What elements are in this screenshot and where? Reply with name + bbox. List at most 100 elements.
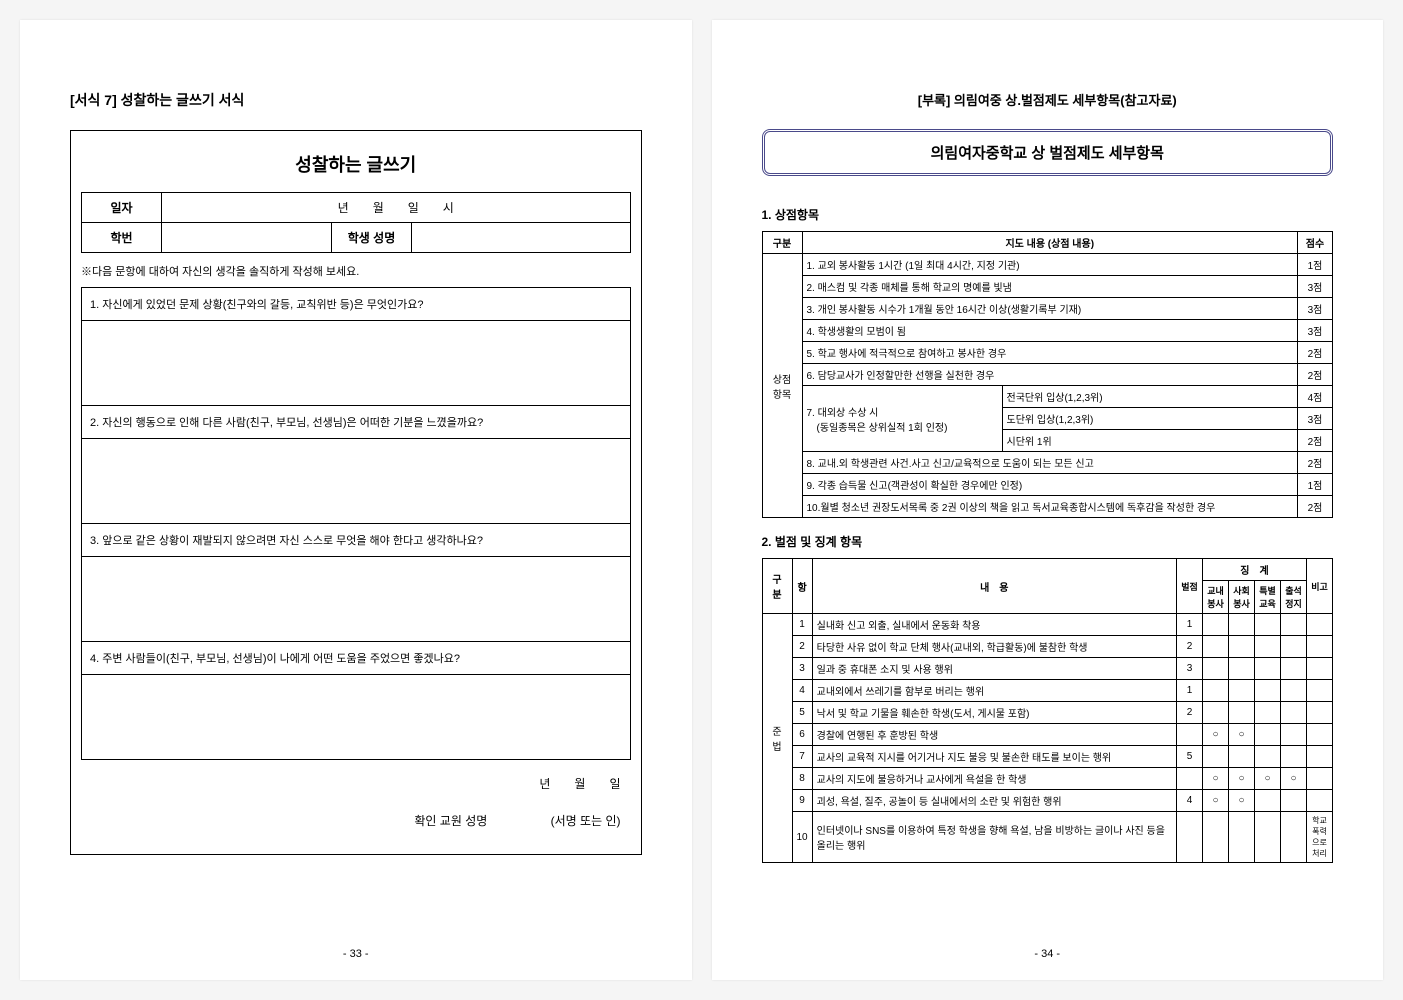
dm-discipline	[1281, 746, 1307, 768]
dm-penalty: 1	[1177, 680, 1203, 702]
dm-discipline	[1281, 790, 1307, 812]
form-number: [서식 7] 성찰하는 글쓰기 서식	[70, 90, 642, 110]
dm-discipline: ○	[1229, 790, 1255, 812]
merit-row: 3. 개인 봉사활동 시수가 1개월 동안 16시간 이상(생활기록부 기재)	[802, 298, 1298, 320]
id-field[interactable]	[162, 223, 332, 253]
dm-discipline	[1203, 746, 1229, 768]
answer-4[interactable]	[81, 675, 631, 760]
merit-7-sub: 전국단위 입상(1,2,3위)	[1002, 386, 1298, 408]
merit-row: 6. 담당교사가 인정할만한 선행을 실천한 경우	[802, 364, 1298, 386]
dm-penalty: 5	[1177, 746, 1203, 768]
dm-discipline	[1229, 812, 1255, 863]
dm-h-d1: 교내 봉사	[1203, 581, 1229, 614]
answer-1[interactable]	[81, 321, 631, 406]
appendix-title: [부록] 의림여중 상.벌점제도 세부항목(참고자료)	[762, 90, 1334, 109]
dm-note	[1307, 702, 1333, 724]
dm-discipline	[1255, 636, 1281, 658]
dm-discipline	[1255, 812, 1281, 863]
dm-discipline	[1255, 680, 1281, 702]
merit-7-sub: 시단위 1위	[1002, 430, 1298, 452]
system-title: 의림여자중학교 상 벌점제도 세부항목	[762, 129, 1334, 176]
dm-h-penalty: 벌점	[1177, 559, 1203, 614]
merit-7-sub: 도단위 입상(1,2,3위)	[1002, 408, 1298, 430]
merit-row: 10.월별 청소년 권장도서목록 중 2권 이상의 책을 읽고 독서교육종합시스…	[802, 496, 1298, 518]
dm-h-cat: 구 분	[762, 559, 792, 614]
dm-text: 일과 중 휴대폰 소지 및 사용 행위	[812, 658, 1176, 680]
name-label: 학생 성명	[332, 223, 412, 253]
dm-discipline	[1281, 724, 1307, 746]
dm-num: 6	[792, 724, 812, 746]
merit-score: 2점	[1298, 452, 1333, 474]
dm-penalty	[1177, 724, 1203, 746]
merit-row: 2. 매스컴 및 각종 매체를 통해 학교의 명예를 빛냄	[802, 276, 1298, 298]
question-4: 4. 주변 사람들이(친구, 부모님, 선생님)이 나에게 어떤 도움을 주었으…	[81, 642, 631, 675]
dm-num: 7	[792, 746, 812, 768]
dm-penalty: 1	[1177, 614, 1203, 636]
dm-discipline	[1281, 614, 1307, 636]
dm-num: 3	[792, 658, 812, 680]
merit-category: 상점 항목	[762, 254, 802, 518]
dm-penalty: 4	[1177, 790, 1203, 812]
dm-discipline	[1281, 702, 1307, 724]
merit-score: 1점	[1298, 474, 1333, 496]
dm-penalty: 2	[1177, 702, 1203, 724]
dm-discipline	[1203, 636, 1229, 658]
dm-note	[1307, 614, 1333, 636]
merit-7-left: 7. 대외상 수상 시 (동일종목은 상위실적 1회 인정)	[802, 386, 1002, 452]
dm-h-discipline: 징 계	[1203, 559, 1307, 581]
dm-penalty: 2	[1177, 636, 1203, 658]
answer-2[interactable]	[81, 439, 631, 524]
dm-discipline	[1229, 658, 1255, 680]
section-1-title: 1. 상점항목	[762, 206, 1334, 223]
dm-discipline: ○	[1203, 768, 1229, 790]
dm-discipline: ○	[1281, 768, 1307, 790]
dm-discipline	[1203, 812, 1229, 863]
merit-row: 9. 각종 습득물 신고(객관성이 확실한 경우에만 인정)	[802, 474, 1298, 496]
dm-h-num: 항	[792, 559, 812, 614]
sign-note: (서명 또는 인)	[551, 814, 621, 828]
dm-discipline	[1203, 658, 1229, 680]
dm-note: 학교 폭력 으로 처리	[1307, 812, 1333, 863]
dm-discipline	[1281, 636, 1307, 658]
dm-discipline	[1255, 702, 1281, 724]
dm-num: 9	[792, 790, 812, 812]
dm-discipline	[1229, 636, 1255, 658]
dm-text: 타당한 사유 없이 학교 단체 행사(교내외, 학급활동)에 불참한 학생	[812, 636, 1176, 658]
name-field[interactable]	[412, 223, 631, 253]
dm-note	[1307, 724, 1333, 746]
dm-note	[1307, 790, 1333, 812]
section-2-title: 2. 벌점 및 징계 항목	[762, 533, 1334, 550]
date-field[interactable]: 년 월 일 시	[162, 193, 631, 223]
page-right: [부록] 의림여중 상.벌점제도 세부항목(참고자료) 의림여자중학교 상 벌점…	[712, 20, 1384, 980]
merit-row: 5. 학교 행사에 적극적으로 참여하고 봉사한 경우	[802, 342, 1298, 364]
dm-discipline: ○	[1203, 724, 1229, 746]
dm-penalty	[1177, 768, 1203, 790]
merit-score: 2점	[1298, 364, 1333, 386]
dm-text: 교사의 교육적 지시를 어기거나 지도 불응 및 불손한 태도를 보이는 행위	[812, 746, 1176, 768]
dm-num: 2	[792, 636, 812, 658]
merit-score: 3점	[1298, 298, 1333, 320]
dm-h-d4: 출석 정지	[1281, 581, 1307, 614]
dm-discipline	[1255, 614, 1281, 636]
merit-score: 3점	[1298, 276, 1333, 298]
dm-discipline	[1229, 702, 1255, 724]
dm-discipline: ○	[1255, 768, 1281, 790]
dm-penalty	[1177, 812, 1203, 863]
dm-note	[1307, 746, 1333, 768]
page-number: - 33 -	[343, 948, 369, 960]
merit-score: 3점	[1298, 408, 1333, 430]
dm-discipline	[1281, 658, 1307, 680]
dm-h-d3: 특별 교육	[1255, 581, 1281, 614]
dm-h-content: 내 용	[812, 559, 1176, 614]
dm-h-note: 비고	[1307, 559, 1333, 614]
dm-penalty: 3	[1177, 658, 1203, 680]
answer-3[interactable]	[81, 557, 631, 642]
dm-discipline	[1255, 724, 1281, 746]
dm-discipline	[1229, 746, 1255, 768]
dm-text: 인터넷이나 SNS를 이용하여 특정 학생을 향해 욕설, 남을 비방하는 글이…	[812, 812, 1176, 863]
merit-table: 구분 지도 내용 (상점 내용) 점수 상점 항목 1. 교외 봉사활동 1시간…	[762, 231, 1334, 518]
dm-text: 괴성, 욕설, 질주, 공놀이 등 실내에서의 소란 및 위험한 행위	[812, 790, 1176, 812]
dm-note	[1307, 636, 1333, 658]
form-instruction: ※다음 문항에 대하여 자신의 생각을 솔직하게 작성해 보세요.	[81, 263, 631, 279]
dm-discipline	[1203, 702, 1229, 724]
